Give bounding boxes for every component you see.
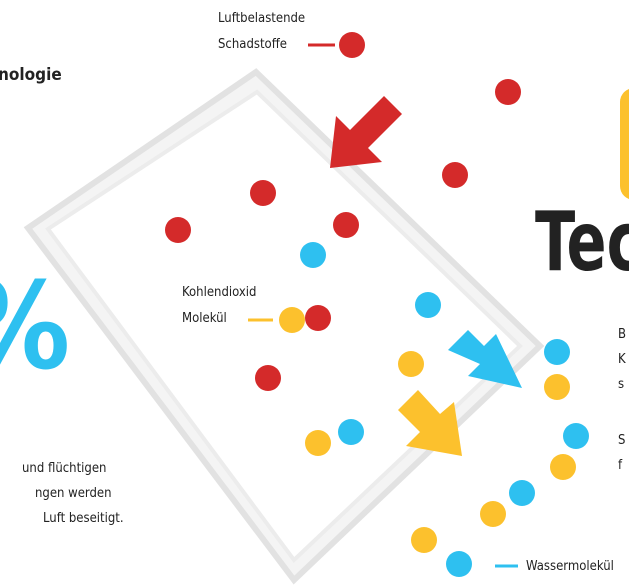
yellow-dot — [305, 430, 331, 456]
heading-fragment: nologie — [0, 65, 62, 85]
yellow-dot — [544, 374, 570, 400]
blue-dot — [509, 480, 535, 506]
red-dot — [165, 217, 191, 243]
red-dot — [305, 305, 331, 331]
text-line: und flüchtigen — [22, 461, 106, 476]
text-line: ngen werden — [35, 486, 112, 501]
red-dot — [495, 79, 521, 105]
yellow-dot — [550, 454, 576, 480]
yellow-dot — [279, 307, 305, 333]
red-dot — [339, 32, 365, 58]
yellow-dot — [480, 501, 506, 527]
blue-dot — [415, 292, 441, 318]
yellow-dot — [398, 351, 424, 377]
label: Luftbelastende — [218, 11, 305, 26]
red-arrow — [330, 96, 402, 168]
text-letter: B — [618, 327, 626, 342]
percent: % — [0, 258, 70, 397]
blue-dot — [338, 419, 364, 445]
red-dot — [333, 212, 359, 238]
blue-dot — [446, 551, 472, 577]
label: Schadstoffe — [218, 37, 287, 52]
page: nologie % und flüchtigen ngen werden Luf… — [0, 0, 629, 585]
big-heading: Tec — [535, 194, 629, 290]
red-dot — [255, 365, 281, 391]
text-letter: S — [618, 433, 625, 448]
label: Wassermolekül — [526, 559, 614, 574]
text-letter: s — [618, 377, 624, 392]
text-letter: f — [618, 458, 623, 473]
text-letter: K — [618, 352, 626, 367]
yellow-dot — [411, 527, 437, 553]
label: Kohlendioxid — [182, 285, 256, 300]
infographic: nologie % und flüchtigen ngen werden Luf… — [0, 0, 629, 585]
text-line: Luft beseitigt. — [43, 511, 124, 526]
red-dot — [442, 162, 468, 188]
blue-dot — [544, 339, 570, 365]
blue-dot — [300, 242, 326, 268]
blue-dot — [563, 423, 589, 449]
yellow-badge — [620, 88, 629, 200]
label: Molekül — [182, 311, 227, 326]
red-dot — [250, 180, 276, 206]
